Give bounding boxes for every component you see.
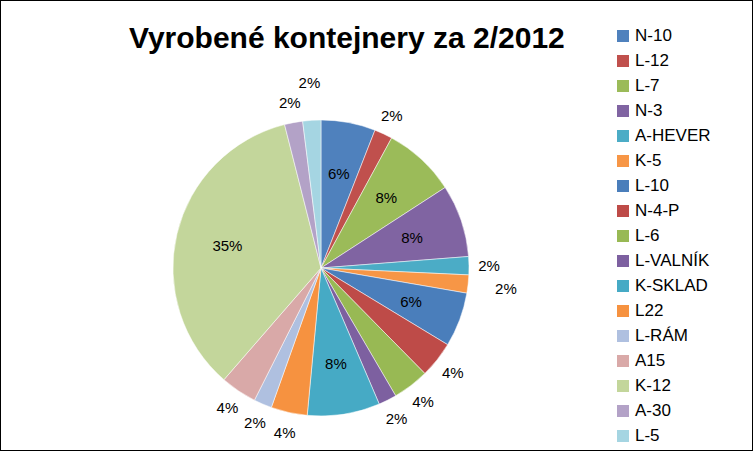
svg-text:6%: 6% (400, 293, 422, 310)
svg-text:2%: 2% (381, 107, 403, 124)
html-text:A-HEVER: A-HEVER (635, 125, 711, 145)
svg-text:2%: 2% (386, 410, 408, 427)
svg-text:2%: 2% (244, 414, 266, 431)
html-text:A15: A15 (635, 350, 666, 370)
html-text:N-3: N-3 (635, 100, 663, 120)
html-text:L-VALNÍK: L-VALNÍK (635, 250, 710, 270)
svg-text:4%: 4% (217, 399, 239, 416)
html-text:K-12: K-12 (635, 375, 671, 395)
html-text:L-6: L-6 (635, 225, 660, 245)
svg-text:4%: 4% (442, 364, 464, 381)
svg-text:2%: 2% (279, 94, 301, 111)
html-text:L-5: L-5 (635, 425, 660, 445)
html-text:L-12: L-12 (635, 50, 669, 70)
svg-text:2%: 2% (495, 280, 517, 297)
svg-text:8%: 8% (401, 229, 423, 246)
svg-text:4%: 4% (274, 424, 296, 441)
html-text:L-10: L-10 (635, 175, 669, 195)
html-text:L-7: L-7 (635, 75, 660, 95)
svg-text:8%: 8% (375, 189, 397, 206)
svg-text:4%: 4% (412, 393, 434, 410)
svg-text:2%: 2% (299, 74, 321, 91)
svg-text:35%: 35% (212, 237, 242, 254)
html-text:A-30: A-30 (635, 400, 671, 420)
html-text:N-10: N-10 (635, 25, 672, 45)
html-text:L22: L22 (635, 300, 664, 320)
html-text:N-4-P: N-4-P (635, 200, 680, 220)
html-text:Vyrobené kontejnery za 2/2012: Vyrobené kontejnery za 2/2012 (129, 21, 565, 54)
html-text:L-RÁM: L-RÁM (635, 325, 688, 345)
svg-text:2%: 2% (478, 257, 500, 274)
svg-text:6%: 6% (328, 165, 350, 182)
html-text:K-5: K-5 (635, 150, 662, 170)
html-text:K-SKLAD: K-SKLAD (635, 275, 708, 295)
svg-text:8%: 8% (325, 355, 347, 372)
